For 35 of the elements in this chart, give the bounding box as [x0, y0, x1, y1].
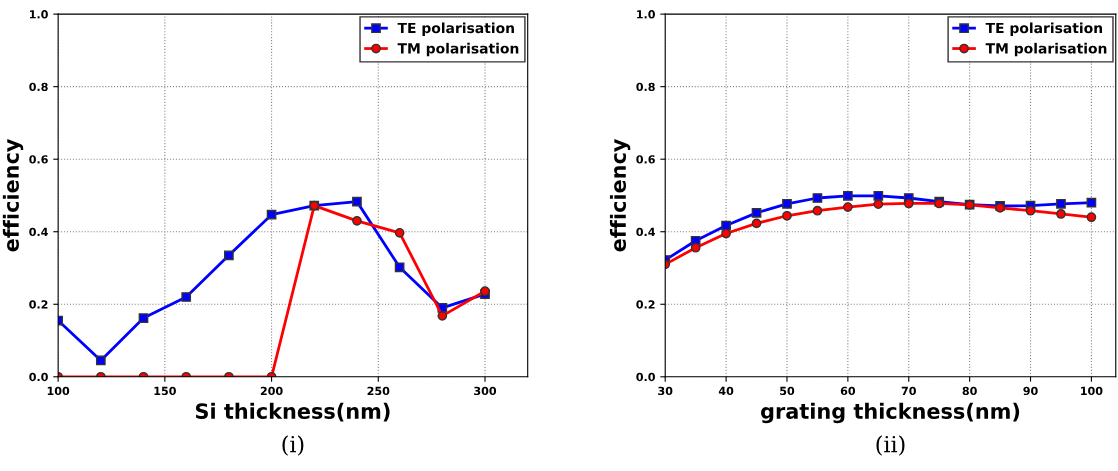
x-tick-label: 200 — [260, 386, 283, 396]
y-tick-label: 1.0 — [29, 10, 48, 19]
y-tick-label: 0.8 — [29, 82, 48, 92]
x-tick-label: 100 — [47, 386, 70, 396]
x-tick-label: 40 — [718, 386, 734, 396]
y-tick-label: 0.4 — [636, 227, 655, 237]
y-tick-label: 0.4 — [29, 227, 48, 237]
y-tick-label: 0.6 — [29, 155, 48, 164]
y-tick-label: 0.0 — [29, 372, 48, 382]
text: (ii) — [876, 435, 905, 456]
x-tick-label: 60 — [840, 386, 856, 396]
x-axis-title: Si thickness(nm) — [195, 402, 390, 422]
x-tick-label: 90 — [1023, 386, 1038, 396]
x-tick-label: 50 — [780, 386, 795, 396]
legend-label: TE polarisation — [985, 22, 1103, 36]
legend-label: TM polarisation — [397, 42, 519, 57]
y-tick-label: 0.2 — [636, 300, 655, 309]
text: (i) — [282, 435, 304, 456]
x-tick-label: 70 — [901, 386, 916, 396]
x-tick-label: 30 — [658, 386, 673, 396]
x-tick-label: 150 — [154, 386, 176, 396]
y-axis-title: efficiency — [2, 138, 24, 252]
legend-label: TM polarisation — [985, 42, 1107, 57]
y-tick-label: 0.6 — [636, 155, 655, 164]
x-tick-label: 80 — [962, 386, 977, 396]
y-axis-title: efficiency — [609, 138, 631, 252]
y-tick-label: 0.8 — [636, 82, 655, 92]
y-tick-label: 0.2 — [29, 300, 48, 309]
legend-label: TE polarisation — [397, 22, 514, 36]
x-axis-title: grating thickness(nm) — [761, 402, 1020, 424]
x-tick-label: 100 — [1081, 386, 1103, 396]
y-tick-label: 0.0 — [636, 372, 655, 382]
x-tick-label: 250 — [367, 386, 390, 396]
x-tick-label: 300 — [474, 386, 497, 396]
y-tick-label: 1.0 — [637, 10, 655, 19]
